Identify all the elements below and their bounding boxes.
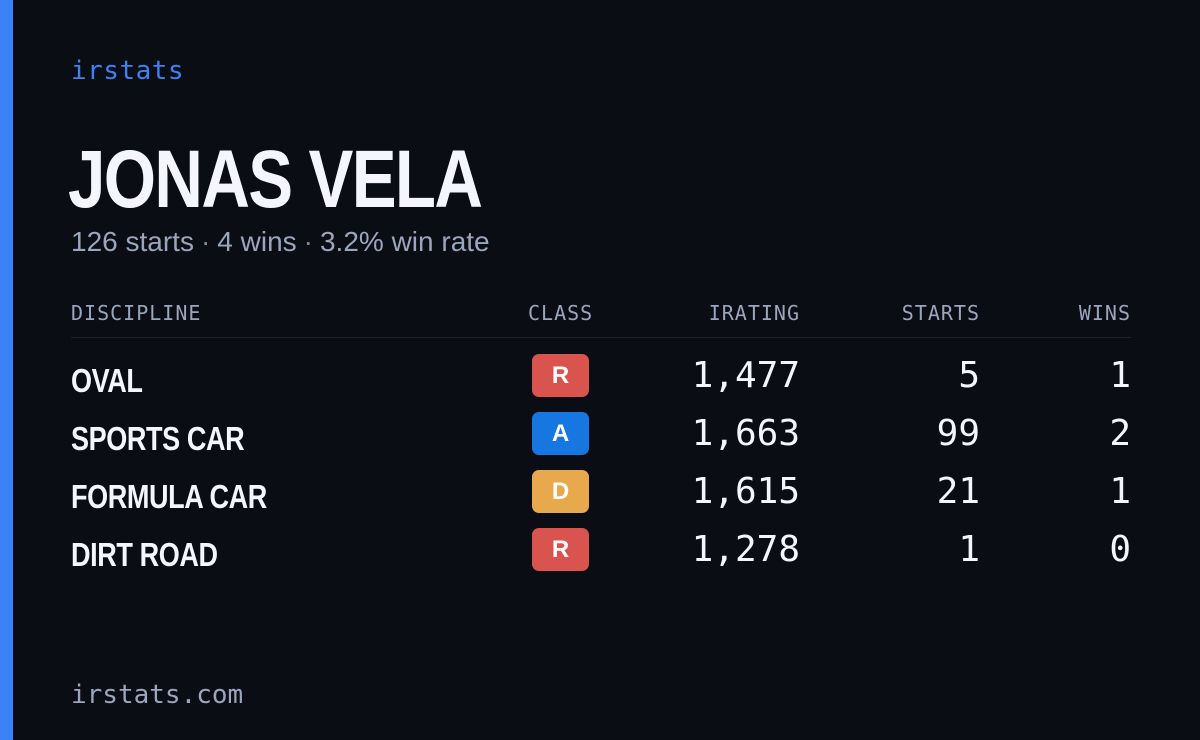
summary-separator: · xyxy=(200,226,211,257)
table-row: FORMULA CAR D 1,615 21 1 xyxy=(71,454,1131,515)
summary-separator: · xyxy=(303,226,313,257)
discipline-name: OVAL xyxy=(71,362,143,399)
class-badge: R xyxy=(532,354,589,397)
discipline-name: DIRT ROAD xyxy=(71,536,218,573)
summary-wins: 4 wins xyxy=(217,226,297,257)
column-header-wins: WINS xyxy=(1078,301,1131,325)
table-row: SPORTS CAR A 1,663 99 2 xyxy=(71,396,1131,457)
starts-value: 5 xyxy=(958,355,980,396)
irating-value: 1,278 xyxy=(691,529,800,570)
wins-value: 0 xyxy=(1109,529,1131,570)
discipline-name: FORMULA CAR xyxy=(71,478,267,515)
summary-win-rate: 3.2% win rate xyxy=(319,226,490,257)
class-badge: R xyxy=(532,528,589,571)
wins-value: 1 xyxy=(1109,471,1131,512)
table-row: DIRT ROAD R 1,278 1 0 xyxy=(71,512,1131,573)
column-header-irating: IRATING xyxy=(708,301,800,325)
accent-bar xyxy=(0,0,13,740)
irating-value: 1,477 xyxy=(691,355,800,396)
wins-value: 1 xyxy=(1109,355,1131,396)
starts-value: 99 xyxy=(936,413,980,454)
player-name: JONAS VELA xyxy=(68,134,483,225)
starts-value: 1 xyxy=(958,529,980,570)
class-badge: A xyxy=(532,412,589,455)
summary-starts: 126 starts xyxy=(71,226,194,257)
table-row: OVAL R 1,477 5 1 xyxy=(71,338,1131,399)
wins-value: 2 xyxy=(1109,413,1131,454)
starts-value: 21 xyxy=(936,471,980,512)
column-header-discipline: DISCIPLINE xyxy=(71,301,202,325)
irating-value: 1,615 xyxy=(691,471,800,512)
class-badge: D xyxy=(532,470,589,513)
column-header-starts: STARTS xyxy=(901,301,980,325)
table-body: OVAL R 1,477 5 1 SPORTS CAR A 1,663 99 2… xyxy=(71,338,1131,573)
discipline-table: DISCIPLINE CLASS IRATING STARTS WINS OVA… xyxy=(71,296,1131,573)
footer-url: irstats.com xyxy=(71,680,244,710)
table-header: DISCIPLINE CLASS IRATING STARTS WINS xyxy=(71,296,1131,338)
player-summary: 126 starts · 4 wins · 3.2% win rate xyxy=(71,226,490,258)
brand-logo: irstats xyxy=(71,56,185,86)
column-header-class: CLASS xyxy=(528,301,594,325)
discipline-name: SPORTS CAR xyxy=(71,420,245,457)
irating-value: 1,663 xyxy=(691,413,800,454)
